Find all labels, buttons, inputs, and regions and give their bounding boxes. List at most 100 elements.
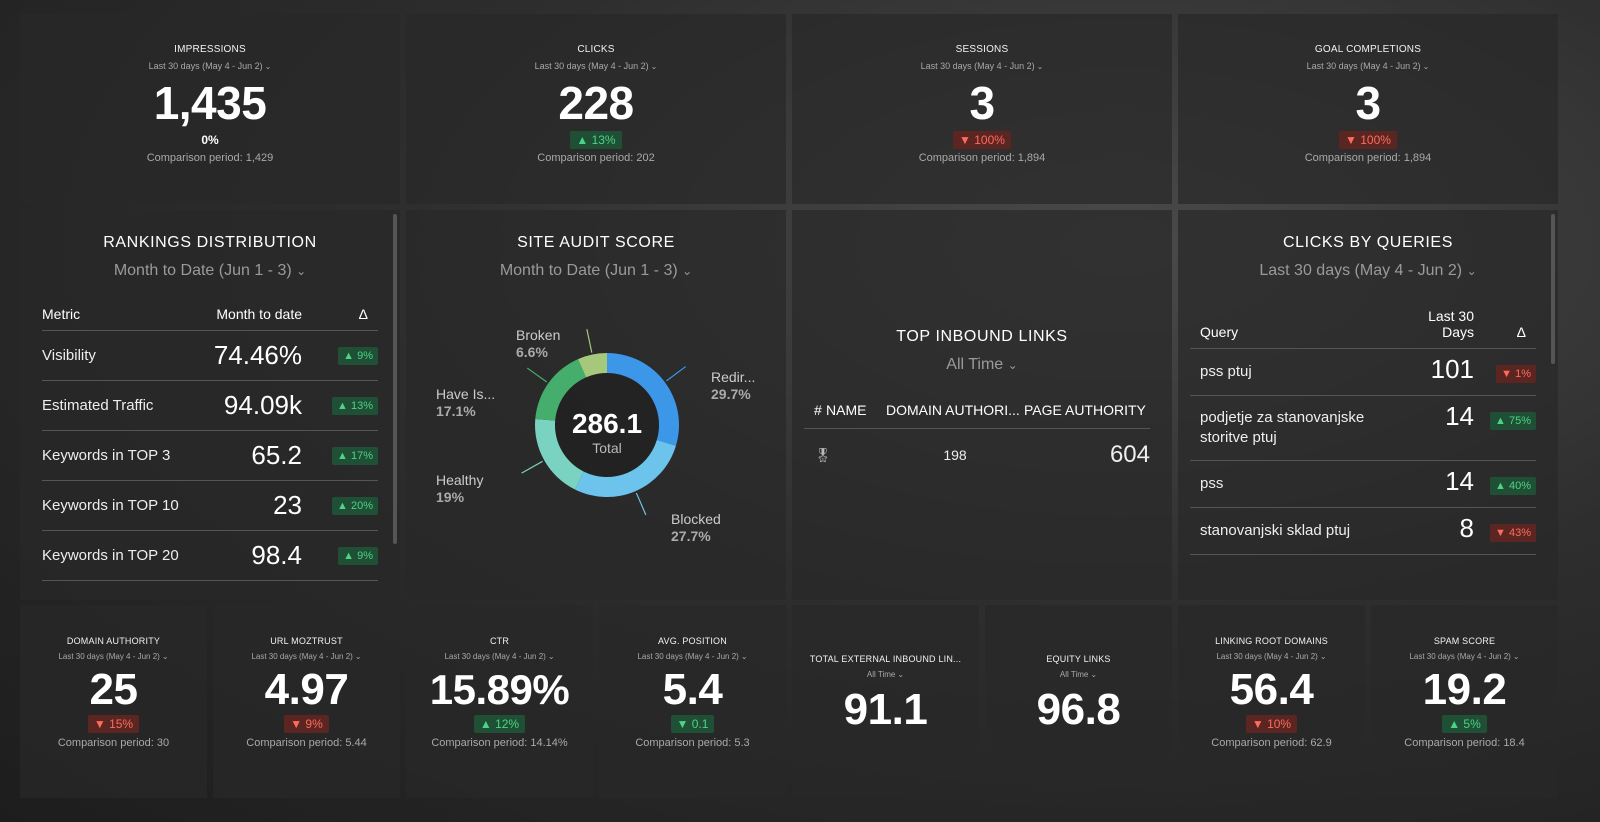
chevron-down-icon: ⌄ [1319, 652, 1327, 661]
period-dropdown[interactable]: Last 30 days (May 4 - Jun 2) ⌄ [444, 652, 555, 661]
metric-value: 23 [198, 480, 320, 531]
widget-title: CLICKS BY QUERIES [1283, 234, 1453, 251]
column-header-query[interactable]: Query [1190, 302, 1412, 349]
period-dropdown[interactable]: Last 30 days (May 4 - Jun 2) ⌄ [1306, 61, 1430, 71]
chevron-down-icon: ⌄ [1512, 652, 1520, 661]
query-text: stanovanjski sklad ptuj [1190, 507, 1412, 555]
leader-line [521, 460, 543, 474]
table-row: pss 14 ▲ 40% [1190, 460, 1536, 508]
kpi-value: 25 [89, 665, 138, 714]
chevron-down-icon: ⌄ [354, 652, 362, 661]
table-row: 🎖 198 604 [804, 429, 1150, 482]
leader-line [526, 367, 548, 383]
donut-chart: 286.1 Total Broken 6.6% Redir... 29.7% Hav… [436, 327, 755, 544]
delta-badge: ▲ 40% [1490, 477, 1536, 495]
kpi-tile-linking-root-domains: LINKING ROOT DOMAINS Last 30 days (May 4… [1178, 605, 1365, 798]
kpi-title: SESSIONS [955, 44, 1009, 55]
table-row: Keywords in TOP 10 23 ▲ 20% [42, 480, 378, 531]
kpi-value: 56.4 [1229, 665, 1314, 714]
period-dropdown[interactable]: Last 30 days (May 4 - Jun 2) ⌄ [1259, 262, 1477, 279]
table-row: podjetje za stanovanjske storitve ptuj 1… [1190, 395, 1536, 461]
delta-badge: ▼ 0.1 [670, 715, 715, 733]
delta-badge: ▼ 100% [953, 131, 1011, 149]
table-row: Visibility 74.46% ▲ 9% [42, 330, 378, 381]
comparison-text: Comparison period: 30 [57, 737, 170, 749]
column-header-delta[interactable]: Δ [1482, 302, 1536, 349]
query-text: pss ptuj [1190, 348, 1412, 396]
donut-slice-blocked[interactable] [574, 440, 676, 497]
rankings-table: Metric Month to date Δ Visibility 74.46%… [42, 300, 378, 581]
period-dropdown[interactable]: Month to Date (Jun 1 - 3) ⌄ [113, 262, 307, 279]
period-dropdown[interactable]: All Time ⌄ [1059, 670, 1098, 679]
table-row: Keywords in TOP 20 98.4 ▲ 9% [42, 530, 378, 581]
chevron-down-icon: ⌄ [161, 652, 169, 661]
delta-badge: ▲ 17% [332, 447, 378, 465]
kpi-value: 15.89% [429, 666, 570, 713]
metric-name: Keywords in TOP 20 [42, 530, 199, 581]
slice-label-redirects: Redir... 29.7% [711, 369, 755, 402]
period-dropdown[interactable]: Last 30 days (May 4 - Jun 2) ⌄ [1409, 652, 1520, 661]
delta-badge: ▲ 75% [1490, 412, 1536, 430]
chevron-down-icon: ⌄ [1090, 670, 1098, 679]
chevron-down-icon: ⌄ [264, 62, 272, 71]
column-header-domain-authority[interactable]: DOMAIN AUTHORI... [886, 396, 1024, 429]
donut-hole [555, 373, 659, 477]
kpi-title: LINKING ROOT DOMAINS [1215, 636, 1328, 646]
scrollbar[interactable] [1551, 214, 1555, 364]
period-dropdown[interactable]: Last 30 days (May 4 - Jun 2) ⌄ [251, 652, 362, 661]
slice-label-healthy: Healthy 19% [436, 472, 483, 505]
period-dropdown[interactable]: Last 30 days (May 4 - Jun 2) ⌄ [920, 61, 1044, 71]
period-dropdown[interactable]: Last 30 days (May 4 - Jun 2) ⌄ [1216, 652, 1327, 661]
donut-slice-healthy[interactable] [535, 419, 584, 490]
kpi-tile-impressions: IMPRESSIONS Last 30 days (May 4 - Jun 2)… [20, 14, 400, 204]
kpi-title: DOMAIN AUTHORITY [66, 636, 161, 646]
kpi-value: 1,435 [153, 77, 267, 129]
kpi-value: 96.8 [1036, 685, 1121, 734]
column-header-metric[interactable]: Metric [42, 300, 199, 331]
domain-authority-value: 198 [943, 447, 967, 463]
page-authority-value: 604 [1109, 441, 1150, 468]
table-row: Estimated Traffic 94.09k ▲ 13% [42, 380, 378, 431]
table-row: Keywords in TOP 3 65.2 ▲ 17% [42, 430, 378, 481]
column-header-num[interactable]: # [804, 396, 826, 429]
leader-line [586, 328, 593, 353]
kpi-tile-ctr: CTR Last 30 days (May 4 - Jun 2) ⌄ 15.89%… [406, 605, 593, 798]
leader-line [635, 492, 647, 516]
delta-badge: 0% [201, 133, 219, 147]
leader-line [666, 366, 687, 382]
kpi-tile-sessions: SESSIONS Last 30 days (May 4 - Jun 2) ⌄ 3… [792, 14, 1172, 204]
period-dropdown[interactable]: Last 30 days (May 4 - Jun 2) ⌄ [148, 61, 272, 71]
kpi-title: GOAL COMPLETIONS [1314, 44, 1422, 55]
period-dropdown[interactable]: All Time ⌄ [866, 670, 905, 679]
donut-slice-redir[interactable] [607, 353, 679, 446]
column-header-delta[interactable]: Δ [320, 300, 378, 331]
delta-badge: ▼ 15% [87, 715, 140, 733]
column-header-last-30-days[interactable]: Last 30 Days [1412, 302, 1482, 349]
kpi-value: 19.2 [1422, 665, 1507, 714]
metric-value: 98.4 [198, 530, 320, 581]
scrollbar[interactable] [393, 214, 397, 544]
column-header-month[interactable]: Month to date [198, 300, 320, 331]
metric-name: Keywords in TOP 3 [42, 430, 199, 481]
kpi-title: CLICKS [577, 44, 615, 55]
period-dropdown[interactable]: All Time ⌄ [946, 356, 1018, 373]
kpi-tile-total-external-inbound-links: TOTAL EXTERNAL INBOUND LIN... All Time ⌄ … [792, 605, 979, 798]
donut-slice-broken[interactable] [578, 353, 607, 378]
delta-badge: ▲ 13% [332, 397, 378, 415]
donut-slice-haveis[interactable] [535, 359, 587, 421]
comparison-text: Comparison period: 14.14% [431, 737, 568, 749]
kpi-title: AVG. POSITION [658, 636, 727, 646]
query-value: 14 [1412, 395, 1482, 461]
query-text: pss [1190, 460, 1412, 508]
column-header-page-authority[interactable]: PAGE AUTHORITY [1024, 396, 1150, 429]
kpi-value: 228 [558, 77, 634, 129]
inbound-links-table: # NAME DOMAIN AUTHORI... PAGE AUTHORITY … [804, 396, 1150, 481]
metric-value: 74.46% [198, 330, 320, 381]
period-dropdown[interactable]: Last 30 days (May 4 - Jun 2) ⌄ [58, 652, 169, 661]
period-dropdown[interactable]: Last 30 days (May 4 - Jun 2) ⌄ [534, 61, 658, 71]
column-header-name[interactable]: NAME [826, 396, 886, 429]
period-dropdown[interactable]: Last 30 days (May 4 - Jun 2) ⌄ [637, 652, 748, 661]
period-dropdown[interactable]: Month to Date (Jun 1 - 3) ⌄ [499, 262, 693, 279]
delta-badge: ▼ 10% [1245, 715, 1298, 733]
medal-icon: 🎖 [814, 446, 832, 463]
